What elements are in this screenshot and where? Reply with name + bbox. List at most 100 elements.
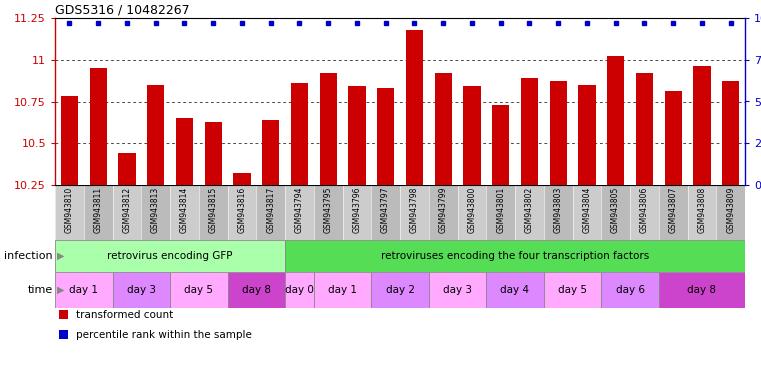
Bar: [342, 185, 371, 240]
Bar: [659, 272, 745, 308]
Text: GSM943795: GSM943795: [323, 187, 333, 233]
Bar: [687, 185, 716, 240]
Bar: [659, 185, 687, 240]
Bar: [486, 185, 515, 240]
Bar: [664, 91, 682, 185]
Bar: [55, 185, 84, 240]
Text: day 0: day 0: [285, 285, 314, 295]
Bar: [515, 185, 544, 240]
Text: day 1: day 1: [69, 285, 98, 295]
Bar: [371, 185, 400, 240]
Bar: [228, 272, 285, 308]
Bar: [262, 120, 279, 185]
Bar: [256, 185, 285, 240]
Text: GSM943814: GSM943814: [180, 187, 189, 233]
Bar: [170, 272, 228, 308]
Text: GSM943815: GSM943815: [209, 187, 218, 233]
Bar: [549, 81, 567, 185]
Text: GSM943807: GSM943807: [669, 187, 677, 233]
Bar: [457, 185, 486, 240]
Bar: [435, 73, 452, 185]
Text: ▶: ▶: [56, 251, 64, 261]
Text: time: time: [27, 285, 53, 295]
Text: GSM943813: GSM943813: [151, 187, 160, 233]
Bar: [314, 272, 371, 308]
Bar: [147, 85, 164, 185]
Text: GSM943797: GSM943797: [381, 187, 390, 233]
Text: GSM943809: GSM943809: [726, 187, 735, 233]
Bar: [578, 85, 596, 185]
Bar: [55, 240, 285, 272]
Bar: [291, 83, 308, 185]
Text: day 3: day 3: [127, 285, 156, 295]
Text: GSM943796: GSM943796: [352, 187, 361, 233]
Text: day 5: day 5: [558, 285, 587, 295]
Bar: [176, 118, 193, 185]
Bar: [492, 105, 509, 185]
Bar: [486, 272, 544, 308]
Bar: [285, 185, 314, 240]
Text: GDS5316 / 10482267: GDS5316 / 10482267: [55, 4, 189, 17]
Bar: [400, 185, 428, 240]
Text: GSM943801: GSM943801: [496, 187, 505, 233]
Bar: [428, 185, 457, 240]
Text: ▶: ▶: [56, 285, 64, 295]
Text: day 6: day 6: [616, 285, 645, 295]
Bar: [61, 96, 78, 185]
Bar: [635, 73, 653, 185]
Bar: [84, 185, 113, 240]
Bar: [572, 185, 601, 240]
Bar: [142, 185, 170, 240]
Bar: [205, 122, 221, 185]
Bar: [349, 86, 365, 185]
Bar: [285, 272, 314, 308]
Text: day 2: day 2: [386, 285, 415, 295]
Text: GSM943806: GSM943806: [640, 187, 649, 233]
Text: GSM943804: GSM943804: [582, 187, 591, 233]
Text: day 8: day 8: [687, 285, 716, 295]
Bar: [118, 153, 135, 185]
Bar: [607, 56, 624, 185]
Bar: [716, 185, 745, 240]
Bar: [234, 173, 250, 185]
Bar: [170, 185, 199, 240]
Text: GSM943812: GSM943812: [123, 187, 132, 233]
Text: GSM943798: GSM943798: [410, 187, 419, 233]
Text: transformed count: transformed count: [75, 310, 173, 320]
Bar: [544, 185, 572, 240]
Bar: [428, 272, 486, 308]
Text: day 3: day 3: [443, 285, 472, 295]
Text: GSM943811: GSM943811: [94, 187, 103, 233]
Text: infection: infection: [4, 251, 53, 261]
Text: GSM943799: GSM943799: [438, 187, 447, 233]
Bar: [314, 185, 342, 240]
Text: day 4: day 4: [501, 285, 530, 295]
Bar: [630, 185, 659, 240]
Text: retrovirus encoding GFP: retrovirus encoding GFP: [107, 251, 233, 261]
Bar: [521, 78, 538, 185]
Text: GSM943802: GSM943802: [525, 187, 534, 233]
Bar: [722, 81, 739, 185]
Bar: [371, 272, 428, 308]
Text: GSM943800: GSM943800: [467, 187, 476, 233]
Text: retroviruses encoding the four transcription factors: retroviruses encoding the four transcrip…: [380, 251, 649, 261]
Text: day 1: day 1: [328, 285, 357, 295]
Bar: [113, 272, 170, 308]
Bar: [90, 68, 107, 185]
Text: day 5: day 5: [184, 285, 213, 295]
Bar: [693, 66, 711, 185]
Bar: [228, 185, 256, 240]
Bar: [544, 272, 601, 308]
Text: GSM943805: GSM943805: [611, 187, 620, 233]
Bar: [463, 86, 480, 185]
Text: GSM943816: GSM943816: [237, 187, 247, 233]
Text: GSM943810: GSM943810: [65, 187, 74, 233]
Text: percentile rank within the sample: percentile rank within the sample: [75, 330, 251, 340]
Bar: [377, 88, 394, 185]
Bar: [199, 185, 228, 240]
Text: GSM943803: GSM943803: [553, 187, 562, 233]
Text: GSM943794: GSM943794: [295, 187, 304, 233]
Bar: [320, 73, 337, 185]
Bar: [285, 240, 745, 272]
Bar: [113, 185, 142, 240]
